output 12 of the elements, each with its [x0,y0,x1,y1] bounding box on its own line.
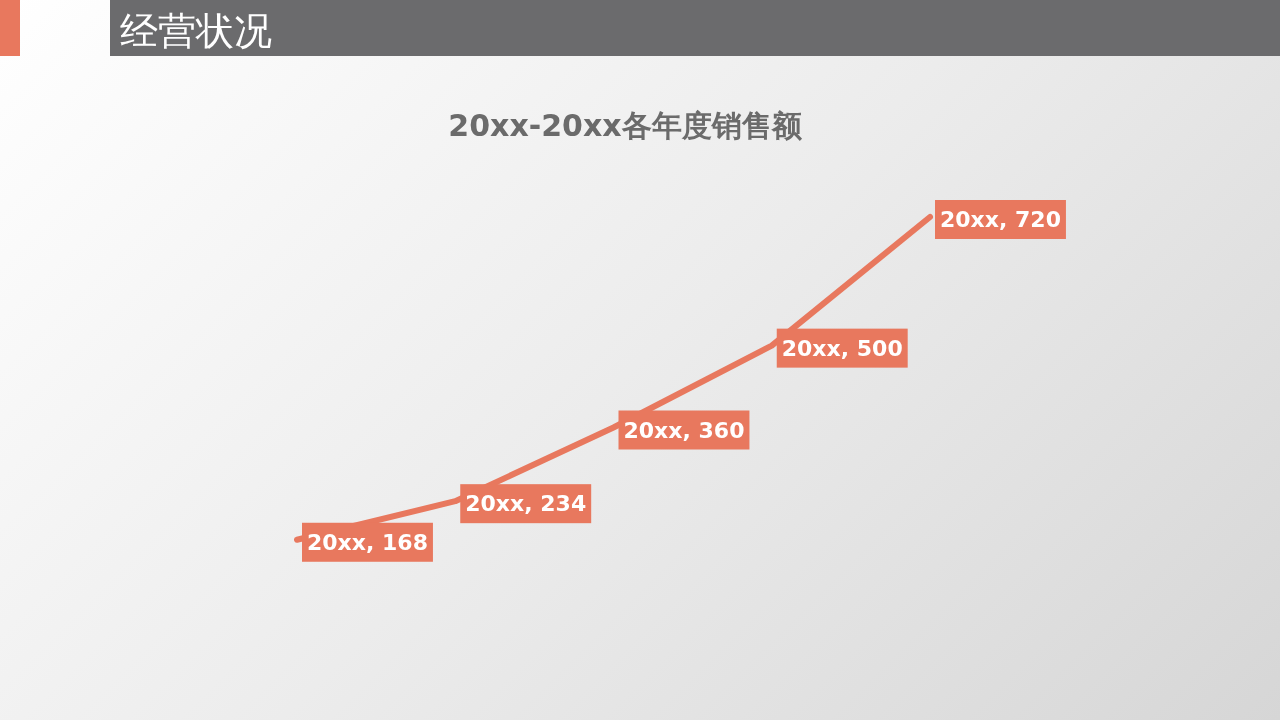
data-label: 20xx, 168 [307,529,428,555]
data-label: 20xx, 234 [465,491,587,517]
chart-subtitle: 20xx-20xx各年度销售额 [448,108,802,143]
label: 20xx, 360 [618,410,750,450]
data-label: 20xx, 500 [781,335,903,361]
label: 20xx, 500 [776,328,908,368]
label: 20xx, 168 [302,522,433,562]
chart-title: 经营状况 [120,9,272,53]
data-label: 20xx, 720 [940,207,1061,232]
data-label: 20xx, 360 [623,417,745,443]
label: 20xx, 234 [460,484,592,524]
label: 20xx, 720 [935,200,1066,239]
